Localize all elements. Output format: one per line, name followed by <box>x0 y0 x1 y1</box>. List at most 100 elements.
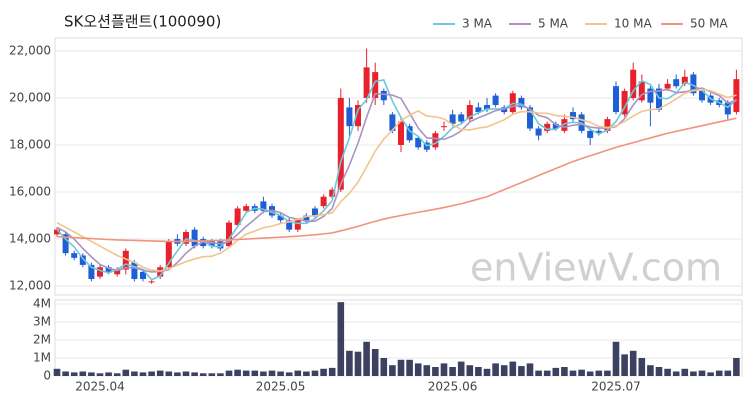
candle-body <box>484 105 490 110</box>
volume-bar <box>156 370 164 376</box>
candle-body <box>346 107 353 127</box>
legend-label: 3 MA <box>462 17 493 31</box>
volume-bar <box>543 370 551 376</box>
volume-bar <box>389 365 396 376</box>
volume-bar <box>638 357 646 376</box>
candle-body <box>699 90 705 101</box>
candle-body <box>286 220 293 230</box>
volume-bar <box>664 368 671 376</box>
volume-bar <box>707 372 714 376</box>
candle-body <box>535 128 542 136</box>
volume-bar <box>526 363 534 376</box>
candle-body <box>62 234 69 254</box>
candle-body <box>277 215 284 221</box>
volume-bar <box>174 372 181 376</box>
volume-bar <box>483 368 491 376</box>
volume-bar <box>535 370 542 376</box>
candle-body <box>372 72 379 98</box>
candle-body <box>320 196 327 207</box>
candle-body <box>217 241 224 249</box>
y-tick-label: 3M <box>33 314 51 328</box>
volume-bar <box>62 371 69 376</box>
x-tick-label: 2025.06 <box>428 380 478 394</box>
candle-body <box>303 215 310 221</box>
volume-bar <box>260 371 267 376</box>
candle-body <box>690 74 697 94</box>
candle-body <box>415 137 422 148</box>
candle-body <box>329 189 336 197</box>
volume-bar <box>449 366 456 376</box>
y-tick-label: 22,000 <box>9 43 51 57</box>
volume-bar <box>191 372 198 376</box>
candle-body <box>114 269 121 275</box>
volume-bar <box>165 371 173 376</box>
volume-bar <box>733 357 740 376</box>
volume-bar <box>208 373 216 376</box>
volume-bar <box>277 371 284 376</box>
candle-body <box>363 67 370 98</box>
volume-bar <box>294 370 302 376</box>
candle-body <box>604 119 611 131</box>
candle-body <box>613 86 619 113</box>
candle-body <box>122 250 129 270</box>
candle-body <box>208 241 215 247</box>
volume-bar <box>681 368 689 376</box>
volume-bar <box>79 371 87 376</box>
volume-bar <box>122 369 130 376</box>
volume-bar <box>225 370 233 376</box>
candle-body <box>355 105 361 127</box>
y-tick-label: 14,000 <box>9 232 51 246</box>
candle-body <box>449 114 456 124</box>
chart-title: SK오션플랜트(100090) <box>64 13 221 31</box>
candle-body <box>71 253 78 258</box>
x-tick-label: 2025.05 <box>256 380 306 394</box>
volume-bar <box>346 350 353 376</box>
candle-body <box>647 88 654 103</box>
y-tick-label: 16,000 <box>9 185 51 199</box>
candle-body <box>260 201 267 211</box>
volume-bar <box>672 371 680 376</box>
volume-bar <box>182 371 190 376</box>
candle-body <box>630 69 637 98</box>
candle-body <box>191 229 198 247</box>
volume-bar <box>500 365 508 376</box>
volume-bar <box>509 361 517 376</box>
y-tick-label: 2M <box>33 332 51 346</box>
volume-bar <box>285 372 293 376</box>
candle-body <box>544 123 551 131</box>
volume-bar <box>268 370 276 376</box>
y-tick-label: 4M <box>33 296 51 310</box>
candle-body <box>595 130 602 134</box>
ma-line <box>56 117 737 243</box>
volume-bar <box>371 348 379 376</box>
volume-bar <box>586 371 594 376</box>
candle-body <box>131 262 138 280</box>
candle-body <box>681 76 688 84</box>
candle-body <box>638 81 645 101</box>
candle-body <box>656 88 662 110</box>
volume-bar <box>131 371 138 376</box>
candle-body <box>441 126 447 128</box>
volume-bar <box>466 365 474 376</box>
candle-body <box>492 95 499 106</box>
volume-bar <box>53 368 61 376</box>
candle-body <box>105 267 112 272</box>
volume-bar <box>457 361 465 376</box>
volume-bar <box>621 354 628 376</box>
candle-body <box>226 222 232 247</box>
volume-bar <box>698 370 706 376</box>
volume-bar <box>724 370 732 376</box>
volume-bar <box>655 366 663 376</box>
candle-body <box>621 90 628 115</box>
candle-body <box>294 220 301 230</box>
candle-body <box>79 255 86 265</box>
ma-line <box>56 88 737 272</box>
volume-bar <box>414 363 422 376</box>
volume-bar <box>612 341 620 376</box>
candle-body <box>475 107 482 113</box>
candle-body <box>148 281 155 283</box>
volume-bar <box>328 367 336 376</box>
candle-body <box>673 79 680 87</box>
candle-body <box>140 271 146 280</box>
